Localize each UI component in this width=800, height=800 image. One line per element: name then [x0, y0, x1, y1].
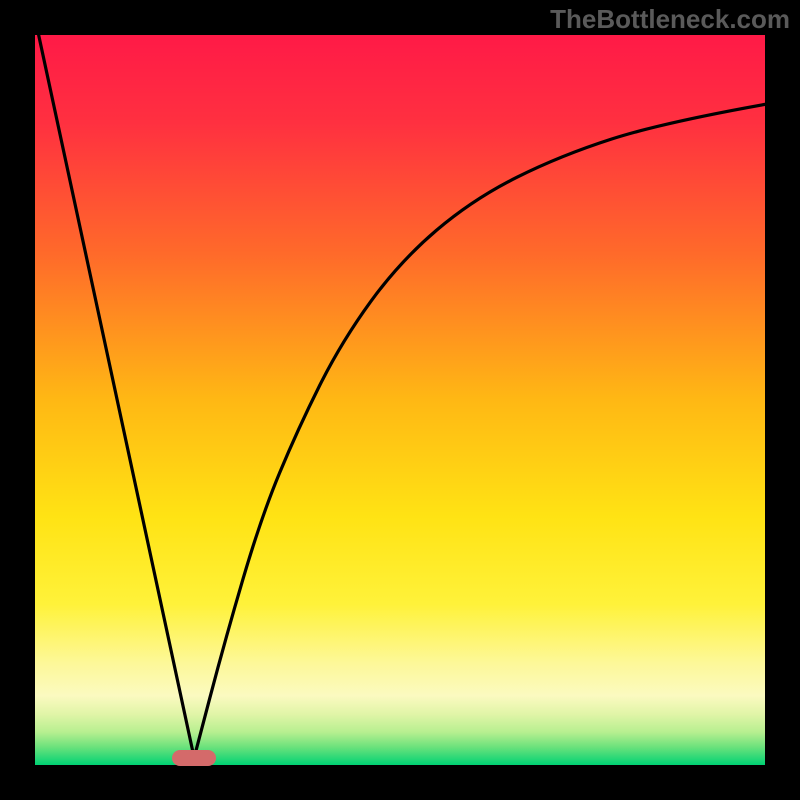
- chart-container: TheBottleneck.com: [0, 0, 800, 800]
- curve-layer: [35, 35, 765, 765]
- watermark-text: TheBottleneck.com: [550, 4, 790, 35]
- bottleneck-curve: [39, 35, 765, 758]
- minimum-marker: [172, 750, 216, 766]
- plot-area: [35, 35, 765, 765]
